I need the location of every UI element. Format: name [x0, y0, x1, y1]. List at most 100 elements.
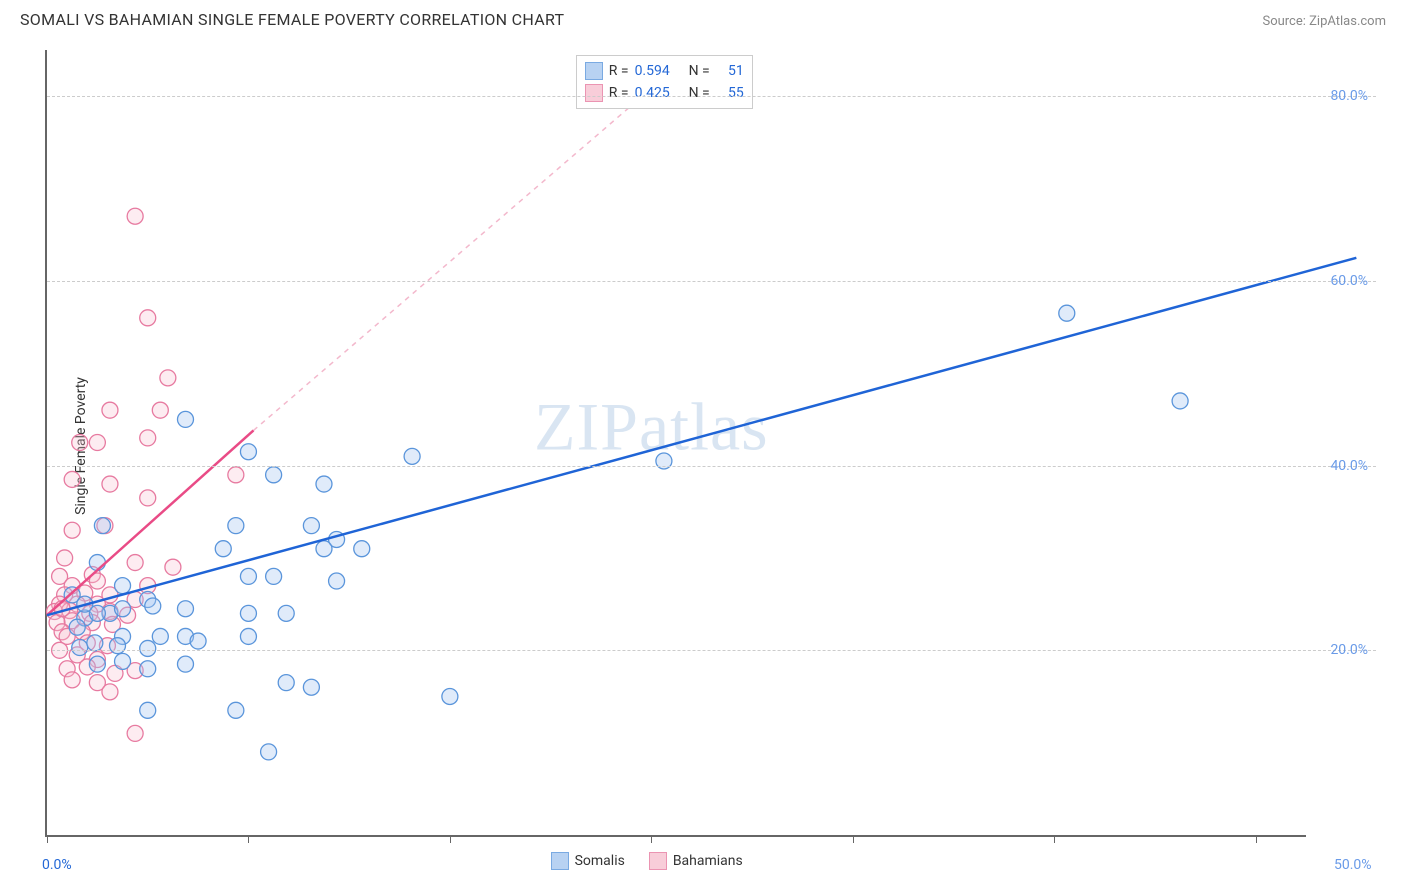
- series-legend-label: Bahamians: [673, 853, 743, 869]
- data-point-somalis: [316, 476, 332, 492]
- legend-n-value: 51: [716, 63, 744, 79]
- data-point-bahamians: [140, 310, 156, 326]
- data-point-somalis: [240, 444, 256, 460]
- chart-header: SOMALI VS BAHAMIAN SINGLE FEMALE POVERTY…: [0, 0, 1406, 37]
- legend-r-label: R =: [609, 85, 629, 101]
- legend-row-somalis: R = 0.594 N = 51: [585, 60, 744, 82]
- y-gridline: [47, 466, 1376, 467]
- legend-n-label: N =: [689, 63, 710, 79]
- x-axis-min-label: 0.0%: [42, 857, 72, 873]
- y-gridline: [47, 96, 1376, 97]
- data-point-somalis: [115, 578, 131, 594]
- data-point-somalis: [278, 675, 294, 691]
- legend-r-label: R =: [609, 63, 629, 79]
- legend-r-value: 0.425: [635, 85, 683, 101]
- source-attribution: Source: ZipAtlas.com: [1262, 14, 1386, 29]
- data-point-bahamians: [165, 559, 181, 575]
- data-point-somalis: [1172, 393, 1188, 409]
- x-tick: [248, 835, 249, 843]
- data-point-somalis: [115, 653, 131, 669]
- legend-r-value: 0.594: [635, 63, 683, 79]
- data-point-somalis: [266, 467, 282, 483]
- series-legend: Somalis Bahamians: [551, 852, 743, 870]
- chart-plot-area: ZIPatlas R =0.594N =51R =0.425N =55 Soma…: [45, 50, 1306, 837]
- data-point-somalis: [404, 448, 420, 464]
- data-point-bahamians: [140, 430, 156, 446]
- data-point-somalis: [94, 518, 110, 534]
- data-point-bahamians: [89, 435, 105, 451]
- correlation-legend: R = 0.594 N = 51 R = 0.425 N = 55: [576, 55, 753, 109]
- data-point-somalis: [354, 541, 370, 557]
- data-point-bahamians: [127, 555, 143, 571]
- trend-line: [47, 258, 1356, 615]
- data-point-somalis: [329, 573, 345, 589]
- x-tick: [1054, 835, 1055, 843]
- y-gridline: [47, 650, 1376, 651]
- x-tick: [47, 835, 48, 843]
- x-tick: [853, 835, 854, 843]
- data-point-somalis: [177, 601, 193, 617]
- series-legend-item-bahamians: Bahamians: [649, 852, 743, 870]
- data-point-somalis: [140, 702, 156, 718]
- data-point-somalis: [140, 640, 156, 656]
- data-point-somalis: [266, 568, 282, 584]
- data-point-somalis: [303, 679, 319, 695]
- data-point-bahamians: [57, 550, 73, 566]
- data-point-bahamians: [64, 672, 80, 688]
- data-point-somalis: [177, 656, 193, 672]
- data-point-bahamians: [72, 435, 88, 451]
- y-tick-label: 40.0%: [1330, 458, 1368, 474]
- y-tick-label: 60.0%: [1330, 273, 1368, 289]
- y-tick-label: 80.0%: [1330, 88, 1368, 104]
- data-point-somalis: [1059, 305, 1075, 321]
- x-axis-max-label: 50.0%: [1334, 857, 1372, 873]
- legend-swatch-icon: [649, 852, 667, 870]
- data-point-bahamians: [228, 467, 244, 483]
- data-point-somalis: [89, 555, 105, 571]
- data-point-somalis: [240, 568, 256, 584]
- data-point-bahamians: [102, 402, 118, 418]
- data-point-somalis: [316, 541, 332, 557]
- data-point-somalis: [240, 605, 256, 621]
- chart-title: SOMALI VS BAHAMIAN SINGLE FEMALE POVERTY…: [20, 10, 564, 29]
- data-point-bahamians: [64, 471, 80, 487]
- x-tick: [1256, 835, 1257, 843]
- data-point-somalis: [177, 411, 193, 427]
- data-point-bahamians: [64, 522, 80, 538]
- x-tick: [450, 835, 451, 843]
- legend-swatch-icon: [585, 62, 603, 80]
- data-point-somalis: [89, 656, 105, 672]
- legend-row-bahamians: R = 0.425 N = 55: [585, 82, 744, 104]
- data-point-bahamians: [127, 725, 143, 741]
- data-point-bahamians: [102, 476, 118, 492]
- data-point-somalis: [215, 541, 231, 557]
- x-tick: [651, 835, 652, 843]
- data-point-bahamians: [102, 684, 118, 700]
- data-point-somalis: [228, 702, 244, 718]
- data-point-bahamians: [127, 208, 143, 224]
- data-point-somalis: [69, 619, 85, 635]
- data-point-somalis: [228, 518, 244, 534]
- data-point-bahamians: [152, 402, 168, 418]
- data-point-somalis: [115, 601, 131, 617]
- data-point-bahamians: [140, 490, 156, 506]
- y-tick-label: 20.0%: [1330, 642, 1368, 658]
- data-point-somalis: [190, 633, 206, 649]
- data-point-somalis: [261, 744, 277, 760]
- data-point-somalis: [278, 605, 294, 621]
- data-point-somalis: [145, 598, 161, 614]
- data-point-somalis: [240, 628, 256, 644]
- data-point-somalis: [152, 628, 168, 644]
- legend-swatch-icon: [585, 84, 603, 102]
- legend-n-value: 55: [716, 85, 744, 101]
- data-point-somalis: [442, 688, 458, 704]
- data-point-somalis: [140, 661, 156, 677]
- data-point-somalis: [303, 518, 319, 534]
- data-point-somalis: [87, 635, 103, 651]
- legend-n-label: N =: [689, 85, 710, 101]
- y-gridline: [47, 281, 1376, 282]
- series-legend-label: Somalis: [575, 853, 625, 869]
- scatter-svg: [47, 50, 1306, 835]
- legend-swatch-icon: [551, 852, 569, 870]
- trend-line: [253, 78, 663, 431]
